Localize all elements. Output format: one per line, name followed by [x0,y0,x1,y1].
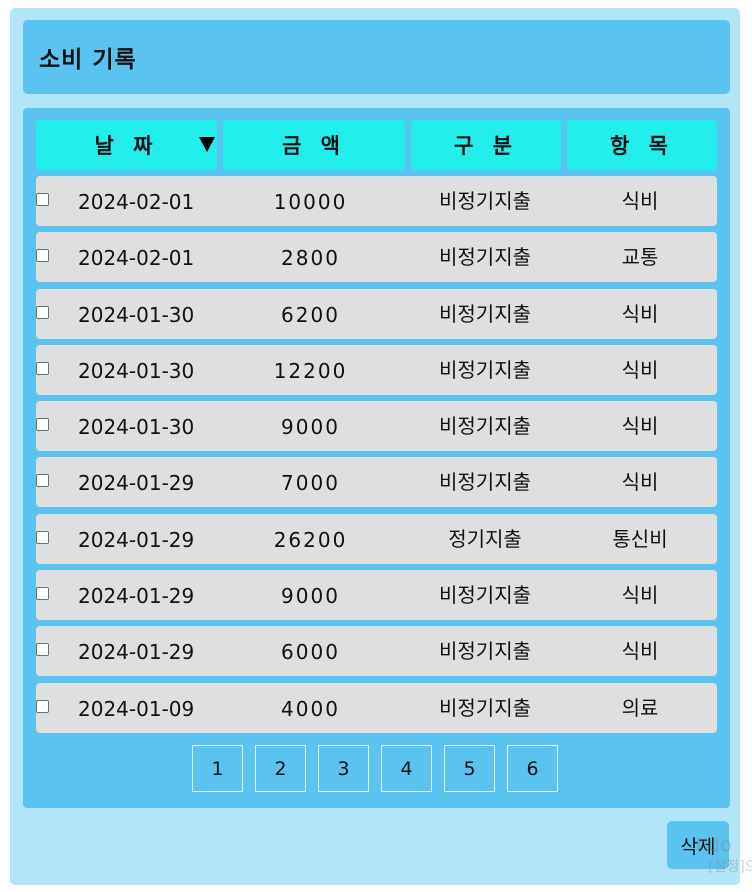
row-type: 비정기지출 [439,357,531,382]
table-row: 2024-01-29 9000 비정기지출 식비 [36,570,717,621]
title-bar: 소비 기록 [23,20,730,94]
row-checkbox[interactable] [36,418,49,432]
table-body: 2024-02-01 10000 비정기지출 식비 2024-02-01 280… [36,176,717,739]
table-row: 2024-01-09 4000 비정기지출 의료 [36,682,717,733]
row-item: 식비 [621,583,659,608]
row-item: 식비 [621,414,659,439]
row-checkbox[interactable] [36,587,49,601]
row-date: 2024-01-09 [78,696,195,721]
item-column-header[interactable]: 항 목 [567,120,717,170]
row-date: 2024-02-01 [78,246,195,271]
row-checkbox[interactable] [36,699,49,713]
table-header: 날 짜 금 액 구 분 항 목 [36,120,717,170]
row-checkbox[interactable] [36,474,49,488]
row-item: 식비 [621,639,659,664]
row-item: 의료 [621,695,659,720]
table-row: 2024-01-30 12200 비정기지출 식비 [36,344,717,395]
row-type: 비정기지출 [439,414,531,439]
row-amount: 7000 [281,471,340,496]
row-amount: 9000 [281,584,340,609]
row-amount: 6000 [281,640,340,665]
delete-button[interactable]: 삭제 [667,821,729,869]
table-row: 2024-01-29 7000 비정기지출 식비 [36,457,717,508]
item-header-label: 항 목 [610,134,674,158]
row-checkbox[interactable] [36,361,49,375]
row-type: 비정기지출 [439,639,531,664]
row-item: 식비 [621,189,659,213]
page-button-2[interactable]: 2 [255,745,306,792]
date-column-header[interactable]: 날 짜 [36,120,217,170]
table-row: 2024-01-30 6200 비정기지출 식비 [36,288,717,339]
row-checkbox[interactable] [36,530,49,544]
row-amount: 6200 [281,302,340,327]
row-type: 비정기지출 [439,470,531,495]
page-button-4[interactable]: 4 [381,745,432,792]
page-button-3[interactable]: 3 [318,745,369,792]
row-type: 비정기지출 [439,583,531,608]
row-date: 2024-01-29 [78,527,195,552]
row-type: 정기지출 [448,526,522,551]
row-item: 식비 [621,470,659,495]
row-amount: 2800 [281,246,340,271]
row-date: 2024-01-30 [78,302,195,327]
row-checkbox[interactable] [36,305,49,319]
row-date: 2024-01-30 [78,415,195,440]
page-button-5[interactable]: 5 [444,745,495,792]
row-date: 2024-01-29 [78,471,195,496]
row-date: 2024-01-29 [78,640,195,665]
row-type: 비정기지출 [439,301,531,326]
row-type: 비정기지출 [439,695,531,720]
page-button-6[interactable]: 6 [507,745,558,792]
row-item: 통신비 [612,526,668,551]
row-item: 식비 [621,357,659,382]
sort-descending-icon [199,137,215,152]
row-amount: 10000 [273,190,348,214]
date-header-label: 날 짜 [94,134,159,158]
type-column-header[interactable]: 구 분 [411,120,561,170]
row-date: 2024-02-01 [78,190,195,214]
table-row: 2024-02-01 2800 비정기지출 교통 [36,232,717,283]
page-button-1[interactable]: 1 [192,745,243,792]
type-header-label: 구 분 [454,134,518,158]
row-checkbox[interactable] [36,643,49,657]
row-amount: 4000 [281,696,340,721]
row-amount: 12200 [273,358,348,383]
expense-table-panel: 날 짜 금 액 구 분 항 목 2024-02-01 10000 비정기지출 식… [23,108,730,808]
table-row: 2024-02-01 10000 비정기지출 식비 [36,176,717,226]
app-page: 소비 기록 날 짜 금 액 구 분 항 목 2024-02-01 10000 비 [10,8,752,885]
row-amount: 9000 [281,415,340,440]
table-row: 2024-01-30 9000 비정기지출 식비 [36,401,717,452]
row-date: 2024-01-30 [78,358,195,383]
row-item: 교통 [621,245,659,270]
table-row: 2024-01-29 26200 정기지출 통신비 [36,513,717,564]
amount-column-header[interactable]: 금 액 [223,120,405,170]
table-row: 2024-01-29 6000 비정기지출 식비 [36,626,717,677]
row-checkbox[interactable] [36,193,49,206]
page-title: 소비 기록 [39,47,137,73]
amount-header-label: 금 액 [282,134,346,158]
row-checkbox[interactable] [36,249,49,263]
row-amount: 26200 [273,527,348,552]
row-item: 식비 [621,301,659,326]
row-date: 2024-01-29 [78,584,195,609]
row-type: 비정기지출 [439,245,531,270]
row-type: 비정기지출 [439,189,531,213]
